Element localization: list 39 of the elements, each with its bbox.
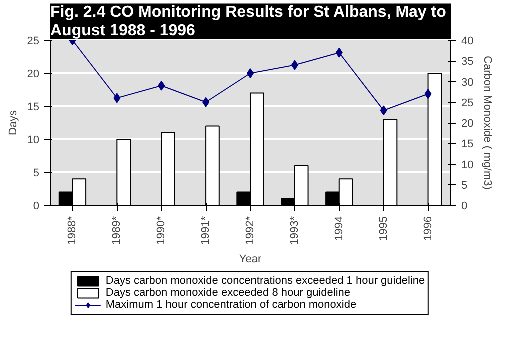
x-tick-label: 1994 bbox=[333, 216, 346, 241]
point bbox=[336, 48, 343, 58]
x-tick-label: 1991* bbox=[200, 216, 212, 246]
y2-tick-label: 10 bbox=[462, 159, 474, 172]
y-tick-label: 15 bbox=[27, 102, 40, 114]
legend-label: Days carbon monoxide exceeded 8 hour guideline bbox=[106, 287, 350, 299]
point bbox=[291, 60, 298, 70]
y2-tick-label: 20 bbox=[462, 118, 474, 130]
y-tick-label: 10 bbox=[27, 134, 40, 146]
y-tick-label: 20 bbox=[27, 68, 40, 80]
x-tick-label: 1992* bbox=[244, 216, 256, 246]
point bbox=[424, 89, 432, 100]
y-tick-label: 0 bbox=[33, 200, 40, 212]
y2-tick-label: 15 bbox=[462, 138, 474, 151]
x-tick-label: 1996 bbox=[422, 216, 434, 241]
x-axis-title: Year bbox=[239, 253, 262, 266]
point bbox=[202, 97, 210, 108]
x-tick-label: 1995 bbox=[378, 216, 390, 241]
legend-label: Maximum 1 hour concentration of carbon monoxide bbox=[106, 299, 357, 311]
chart-title: Fig. 2.4 CO Monitoring Results for St Albans, May to August 1988 - 1996 bbox=[50, 4, 447, 40]
y-tick-label: 5 bbox=[33, 168, 40, 180]
point bbox=[158, 80, 166, 91]
y-axis-title: Days bbox=[7, 110, 20, 136]
x-tick-label: 1989* bbox=[111, 216, 124, 246]
y-tick-label: 25 bbox=[27, 36, 40, 48]
y2-tick-label: 25 bbox=[462, 97, 474, 110]
legend-label: Days carbon monoxide concentrations exceeded 1 hour guideline bbox=[106, 275, 426, 287]
y2-tick-label: 30 bbox=[462, 76, 474, 89]
point bbox=[247, 68, 254, 78]
y2-tick-label: 35 bbox=[462, 56, 474, 68]
y2-tick-label: 40 bbox=[462, 36, 474, 48]
y2-tick-label: 5 bbox=[462, 180, 468, 192]
point bbox=[380, 106, 388, 116]
y2-tick-label: 0 bbox=[462, 200, 468, 212]
x-tick-label: 1990* bbox=[156, 216, 168, 246]
x-tick-label: 1988* bbox=[66, 216, 79, 246]
x-tick-label: 1993* bbox=[288, 216, 301, 246]
point bbox=[114, 93, 121, 104]
y2-axis-title: Carbon Monoxide ( mg/m3) bbox=[482, 56, 494, 190]
